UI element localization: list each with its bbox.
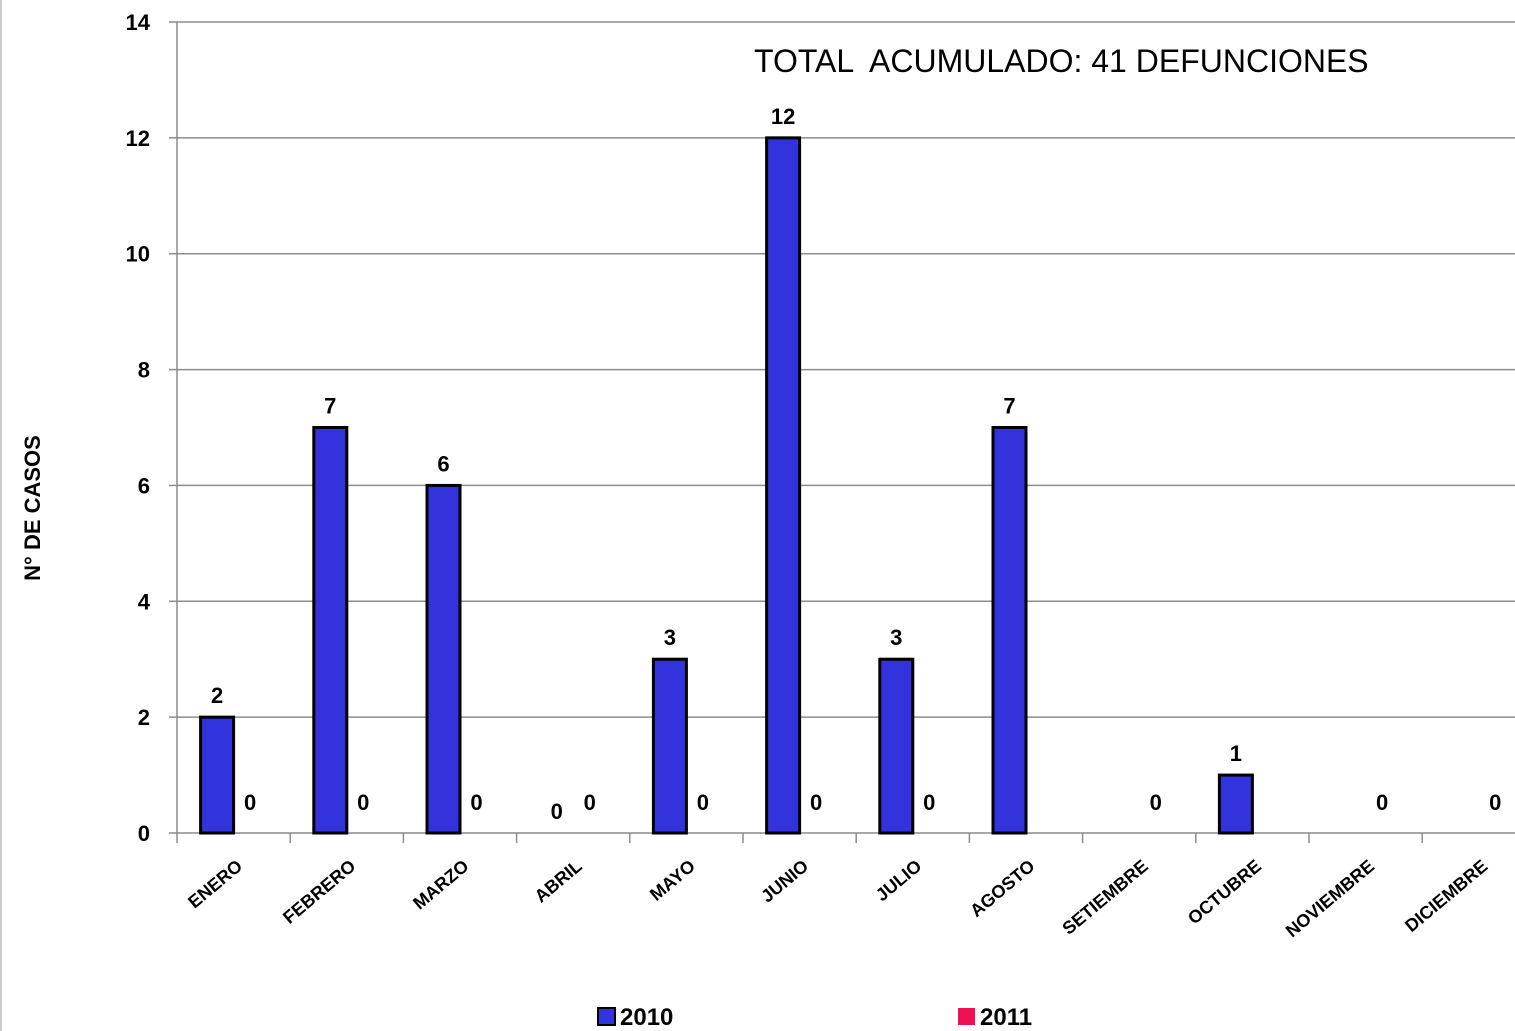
data-label-2010: 2 [211, 683, 223, 708]
x-tick-label: ENERO [184, 856, 246, 912]
data-label-2010: 6 [437, 451, 449, 476]
axes [169, 21, 1515, 843]
data-label-2011: 0 [584, 790, 596, 815]
data-label-2011: 0 [1150, 790, 1162, 815]
x-tick-label: SETIEMBRE [1058, 856, 1151, 939]
bar-2010-agosto [991, 426, 1028, 835]
y-tick-label: 14 [126, 10, 151, 35]
bar-2010-mayo [651, 657, 688, 835]
bar-2010-enero [199, 715, 236, 835]
x-tick-label: JULIO [872, 856, 925, 905]
data-label-2010: 3 [664, 625, 676, 650]
y-tick-label: 8 [138, 358, 150, 383]
legend-swatch-2011 [958, 1008, 975, 1025]
x-tick-label: NOVIEMBRE [1282, 856, 1378, 941]
bar-2010-julio [878, 657, 915, 835]
gridlines [177, 21, 1515, 718]
data-label-2010: 7 [1003, 394, 1015, 419]
y-axis-label: N° DE CASOS [20, 435, 45, 581]
data-label-2011: 0 [357, 790, 369, 815]
legend: 2010 2011 [597, 1004, 1032, 1031]
y-tick-label: 0 [138, 821, 150, 846]
legend-label-2011: 2011 [980, 1004, 1032, 1031]
x-tick-label: OCTUBRE [1184, 856, 1265, 929]
x-tick-label: AGOSTO [966, 856, 1038, 921]
x-tick-label: JUNIO [757, 856, 812, 907]
bar-2010-febrero [312, 426, 349, 835]
data-label-2011: 0 [470, 790, 482, 815]
data-label-2011: 0 [810, 790, 822, 815]
bar-2010-marzo [425, 483, 462, 835]
legend-label-2010: 2010 [620, 1004, 673, 1031]
data-label-2011: 0 [923, 790, 935, 815]
bar-2010-junio [765, 136, 802, 835]
x-tick-label: FEBRERO [279, 856, 359, 928]
data-label-2011: 0 [697, 790, 709, 815]
bar-2010-octubre [1217, 773, 1254, 835]
y-tick-label: 2 [138, 705, 150, 730]
legend-swatch-2010 [597, 1007, 616, 1026]
y-tick-label: 10 [126, 242, 150, 267]
data-label-2010: 7 [324, 394, 336, 419]
total-annotation: TOTAL ACUMULADO: 41 DEFUNCIONES [754, 43, 1369, 79]
y-tick-labels: 0 2 4 6 8 10 12 14 [126, 10, 151, 846]
data-label-2011: 0 [1376, 790, 1388, 815]
y-tick-label: 6 [138, 473, 150, 498]
x-tick-label: DICIEMBRE [1401, 856, 1491, 936]
x-tick-label: MARZO [409, 856, 472, 914]
data-label-2010: 12 [771, 104, 795, 129]
y-tick-label: 12 [126, 126, 150, 151]
x-tick-label: ABRIL [531, 856, 586, 907]
x-tick-labels: ENERO FEBRERO MARZO ABRIL MAYO JUNIO JULIO AGOS… [184, 856, 1491, 941]
data-label-2011: 0 [1489, 790, 1501, 815]
bars [199, 136, 1254, 835]
data-label-2010: 3 [890, 625, 902, 650]
y-tick-label: 4 [138, 589, 151, 614]
x-tick-label: MAYO [646, 856, 699, 905]
data-label-2010: 1 [1230, 741, 1242, 766]
data-label-2010: 0 [551, 799, 563, 824]
data-label-2011: 0 [244, 790, 256, 815]
